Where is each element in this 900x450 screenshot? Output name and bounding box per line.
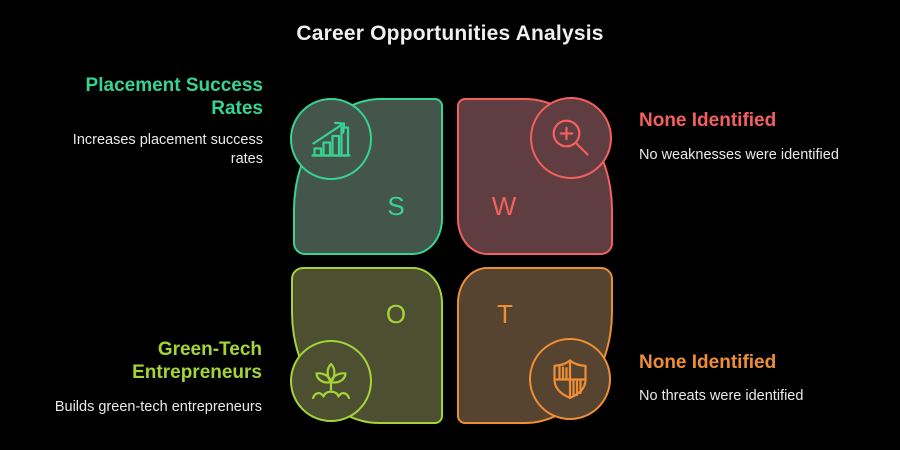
strengths-letter: S bbox=[387, 191, 405, 221]
weaknesses-letter: W bbox=[491, 191, 517, 221]
shield-icon bbox=[553, 359, 587, 399]
zoom-in-icon bbox=[552, 119, 589, 156]
sprout-icon bbox=[311, 362, 351, 400]
threats-heading: None Identified bbox=[639, 352, 777, 373]
opportunities-description: Builds green-tech entrepreneurs bbox=[54, 399, 262, 415]
opportunities-letter: O bbox=[385, 299, 407, 329]
page-title: Career Opportunities Analysis bbox=[296, 22, 604, 45]
weaknesses-heading: None Identified bbox=[639, 110, 777, 131]
growth-chart-icon bbox=[311, 121, 351, 157]
strengths-icon-badge bbox=[290, 98, 372, 180]
threats-letter: T bbox=[497, 299, 513, 329]
threats-description: No threats were identified bbox=[639, 388, 804, 404]
threats-icon-badge bbox=[529, 338, 611, 420]
strengths-heading: Placement Success Rates bbox=[85, 75, 263, 119]
opportunities-heading: Green-Tech Entrepreneurs bbox=[132, 339, 262, 383]
opportunities-icon-badge bbox=[290, 340, 372, 422]
strengths-description: Increases placement success rates bbox=[72, 132, 263, 167]
weaknesses-description: No weaknesses were identified bbox=[639, 147, 839, 163]
weaknesses-icon-badge bbox=[530, 97, 612, 179]
